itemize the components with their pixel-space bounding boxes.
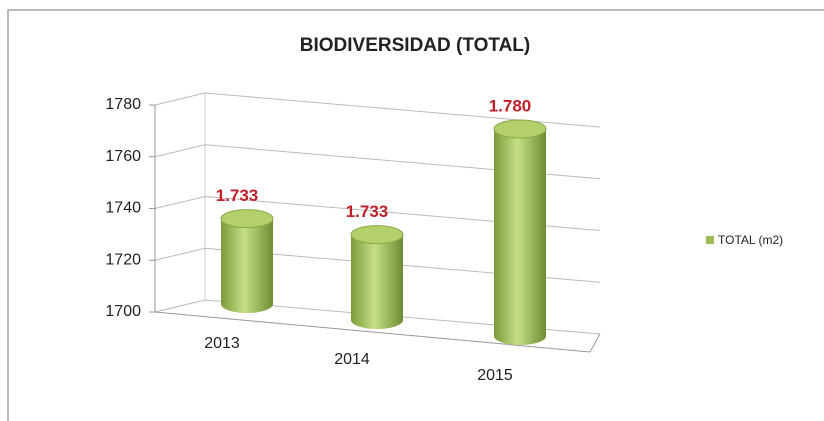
x-tick-label: 2014 (334, 351, 370, 368)
bar-top (493, 119, 547, 139)
grid-line (154, 195, 601, 231)
chart-title: BIODIVERSIDAD (TOTAL) (300, 35, 530, 56)
frame (7, 9, 824, 421)
x-tick-label: 2013 (204, 335, 240, 352)
bar-top (350, 225, 404, 245)
grid-line (154, 144, 601, 180)
x-tick-label: 2015 (477, 367, 513, 384)
y-tick-label: 1760 (105, 148, 141, 165)
y-tick-label: 1780 (105, 96, 141, 113)
value-label: 1.733 (216, 186, 259, 205)
bar (351, 234, 403, 329)
value-label: 1.733 (346, 202, 389, 221)
y-tick-label: 1720 (105, 251, 141, 268)
y-tick-label: 1740 (105, 200, 141, 217)
bar-top (220, 209, 274, 229)
legend-swatch (706, 236, 714, 244)
legend-label: TOTAL (m2) (718, 233, 783, 247)
value-label: 1.780 (489, 96, 532, 115)
bar (221, 218, 273, 313)
y-tick-label: 1700 (105, 303, 141, 320)
grid-line (154, 299, 601, 335)
grid-line (154, 247, 601, 283)
floor (154, 311, 601, 353)
grid-line (154, 92, 601, 128)
bar (494, 129, 546, 345)
